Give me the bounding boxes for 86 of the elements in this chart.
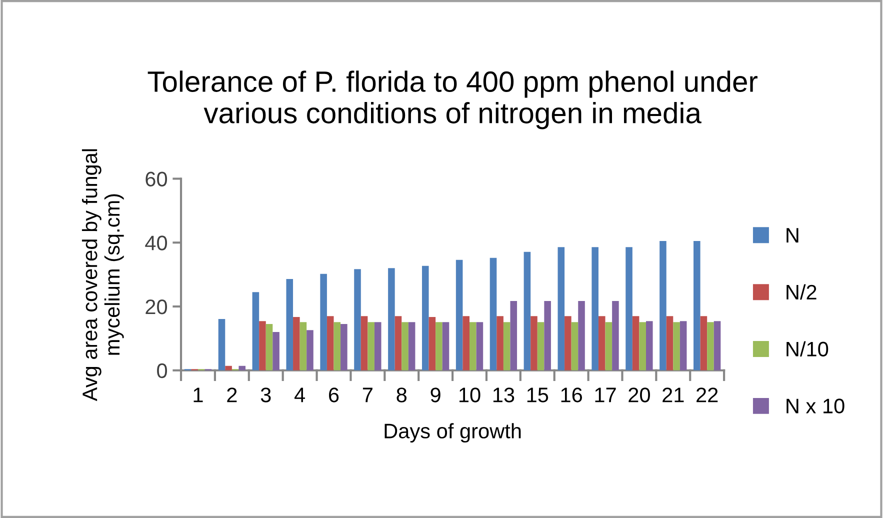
bar	[374, 322, 382, 370]
bar	[436, 322, 442, 370]
bar	[680, 321, 687, 370]
bar	[422, 266, 429, 370]
legend-label: N x 10	[786, 398, 844, 414]
x-axis-title: Days of growth	[384, 423, 521, 443]
bar	[592, 247, 598, 370]
x-tick-label: 2	[227, 388, 237, 402]
x-tick-label: 13	[493, 388, 514, 402]
bar	[530, 316, 538, 370]
bar	[456, 260, 463, 370]
x-tick-label: 8	[396, 388, 407, 402]
bar	[286, 279, 294, 370]
y-tick-label: 20	[146, 299, 168, 314]
x-tick-label: 22	[696, 388, 718, 402]
bar	[462, 316, 470, 370]
bar	[714, 321, 721, 370]
bar	[476, 322, 484, 370]
bar	[632, 316, 640, 370]
bar	[340, 324, 348, 370]
x-tick-label: 7	[362, 388, 372, 402]
x-tick-label: 9	[430, 388, 440, 402]
bar	[496, 316, 504, 370]
bar	[293, 317, 300, 370]
bar	[272, 332, 280, 370]
bar	[666, 316, 674, 370]
x-tick-label: 15	[527, 388, 548, 402]
bar	[558, 247, 565, 370]
legend-label: N	[786, 228, 798, 242]
bar	[388, 268, 395, 370]
x-tick-label: 17	[595, 388, 616, 402]
bar	[700, 316, 708, 370]
bar	[510, 301, 518, 370]
bar	[442, 322, 450, 370]
bar	[694, 241, 700, 370]
bar	[598, 316, 606, 370]
bar	[402, 322, 408, 370]
bar	[326, 316, 334, 370]
bar	[225, 366, 232, 370]
bar	[639, 322, 646, 370]
bar	[354, 269, 361, 370]
bar	[660, 241, 666, 370]
bar	[578, 301, 585, 370]
bar	[707, 322, 714, 370]
x-tick-label: 3	[260, 388, 271, 402]
bar	[673, 322, 680, 370]
bar	[564, 316, 572, 370]
legend-label: N/10	[786, 341, 828, 357]
x-tick-label: 1	[194, 388, 203, 402]
bar	[408, 322, 416, 370]
bar	[334, 322, 341, 370]
x-tick-label: 20	[628, 388, 650, 402]
bar	[646, 321, 653, 370]
y-axis-title: Avg area covered by fungal mycelium (sq.cm)	[82, 149, 124, 402]
bar	[524, 252, 531, 370]
bar	[394, 316, 402, 370]
bar	[252, 292, 260, 370]
bar	[537, 322, 544, 370]
bar	[605, 322, 612, 370]
chart-title: Tolerance of P. florida to 400 ppm phenol under various conditions of nitrogen in media	[148, 70, 758, 130]
bar	[470, 322, 476, 370]
bar	[626, 247, 632, 370]
y-tick-label: 60	[146, 172, 168, 186]
bar	[360, 316, 368, 370]
bar	[571, 322, 578, 370]
x-tick-label: 21	[662, 388, 684, 402]
y-tick-label: 0	[157, 363, 168, 378]
bar	[544, 301, 551, 370]
bar	[612, 301, 619, 370]
x-tick-label: 6	[329, 388, 339, 402]
bar	[238, 366, 246, 370]
bar	[368, 322, 374, 370]
x-tick-label: 16	[561, 388, 582, 402]
x-tick-label: 4	[294, 388, 305, 402]
bar	[300, 322, 307, 370]
bar	[503, 322, 510, 370]
bar	[320, 274, 327, 370]
bar	[218, 318, 226, 370]
x-tick-label: 10	[460, 388, 480, 402]
bar	[490, 258, 497, 370]
legend-label: N/2	[786, 284, 816, 300]
bar	[306, 330, 314, 370]
bar	[266, 324, 273, 370]
bar	[259, 321, 266, 370]
bar	[428, 317, 436, 370]
y-tick-label: 40	[145, 236, 168, 250]
